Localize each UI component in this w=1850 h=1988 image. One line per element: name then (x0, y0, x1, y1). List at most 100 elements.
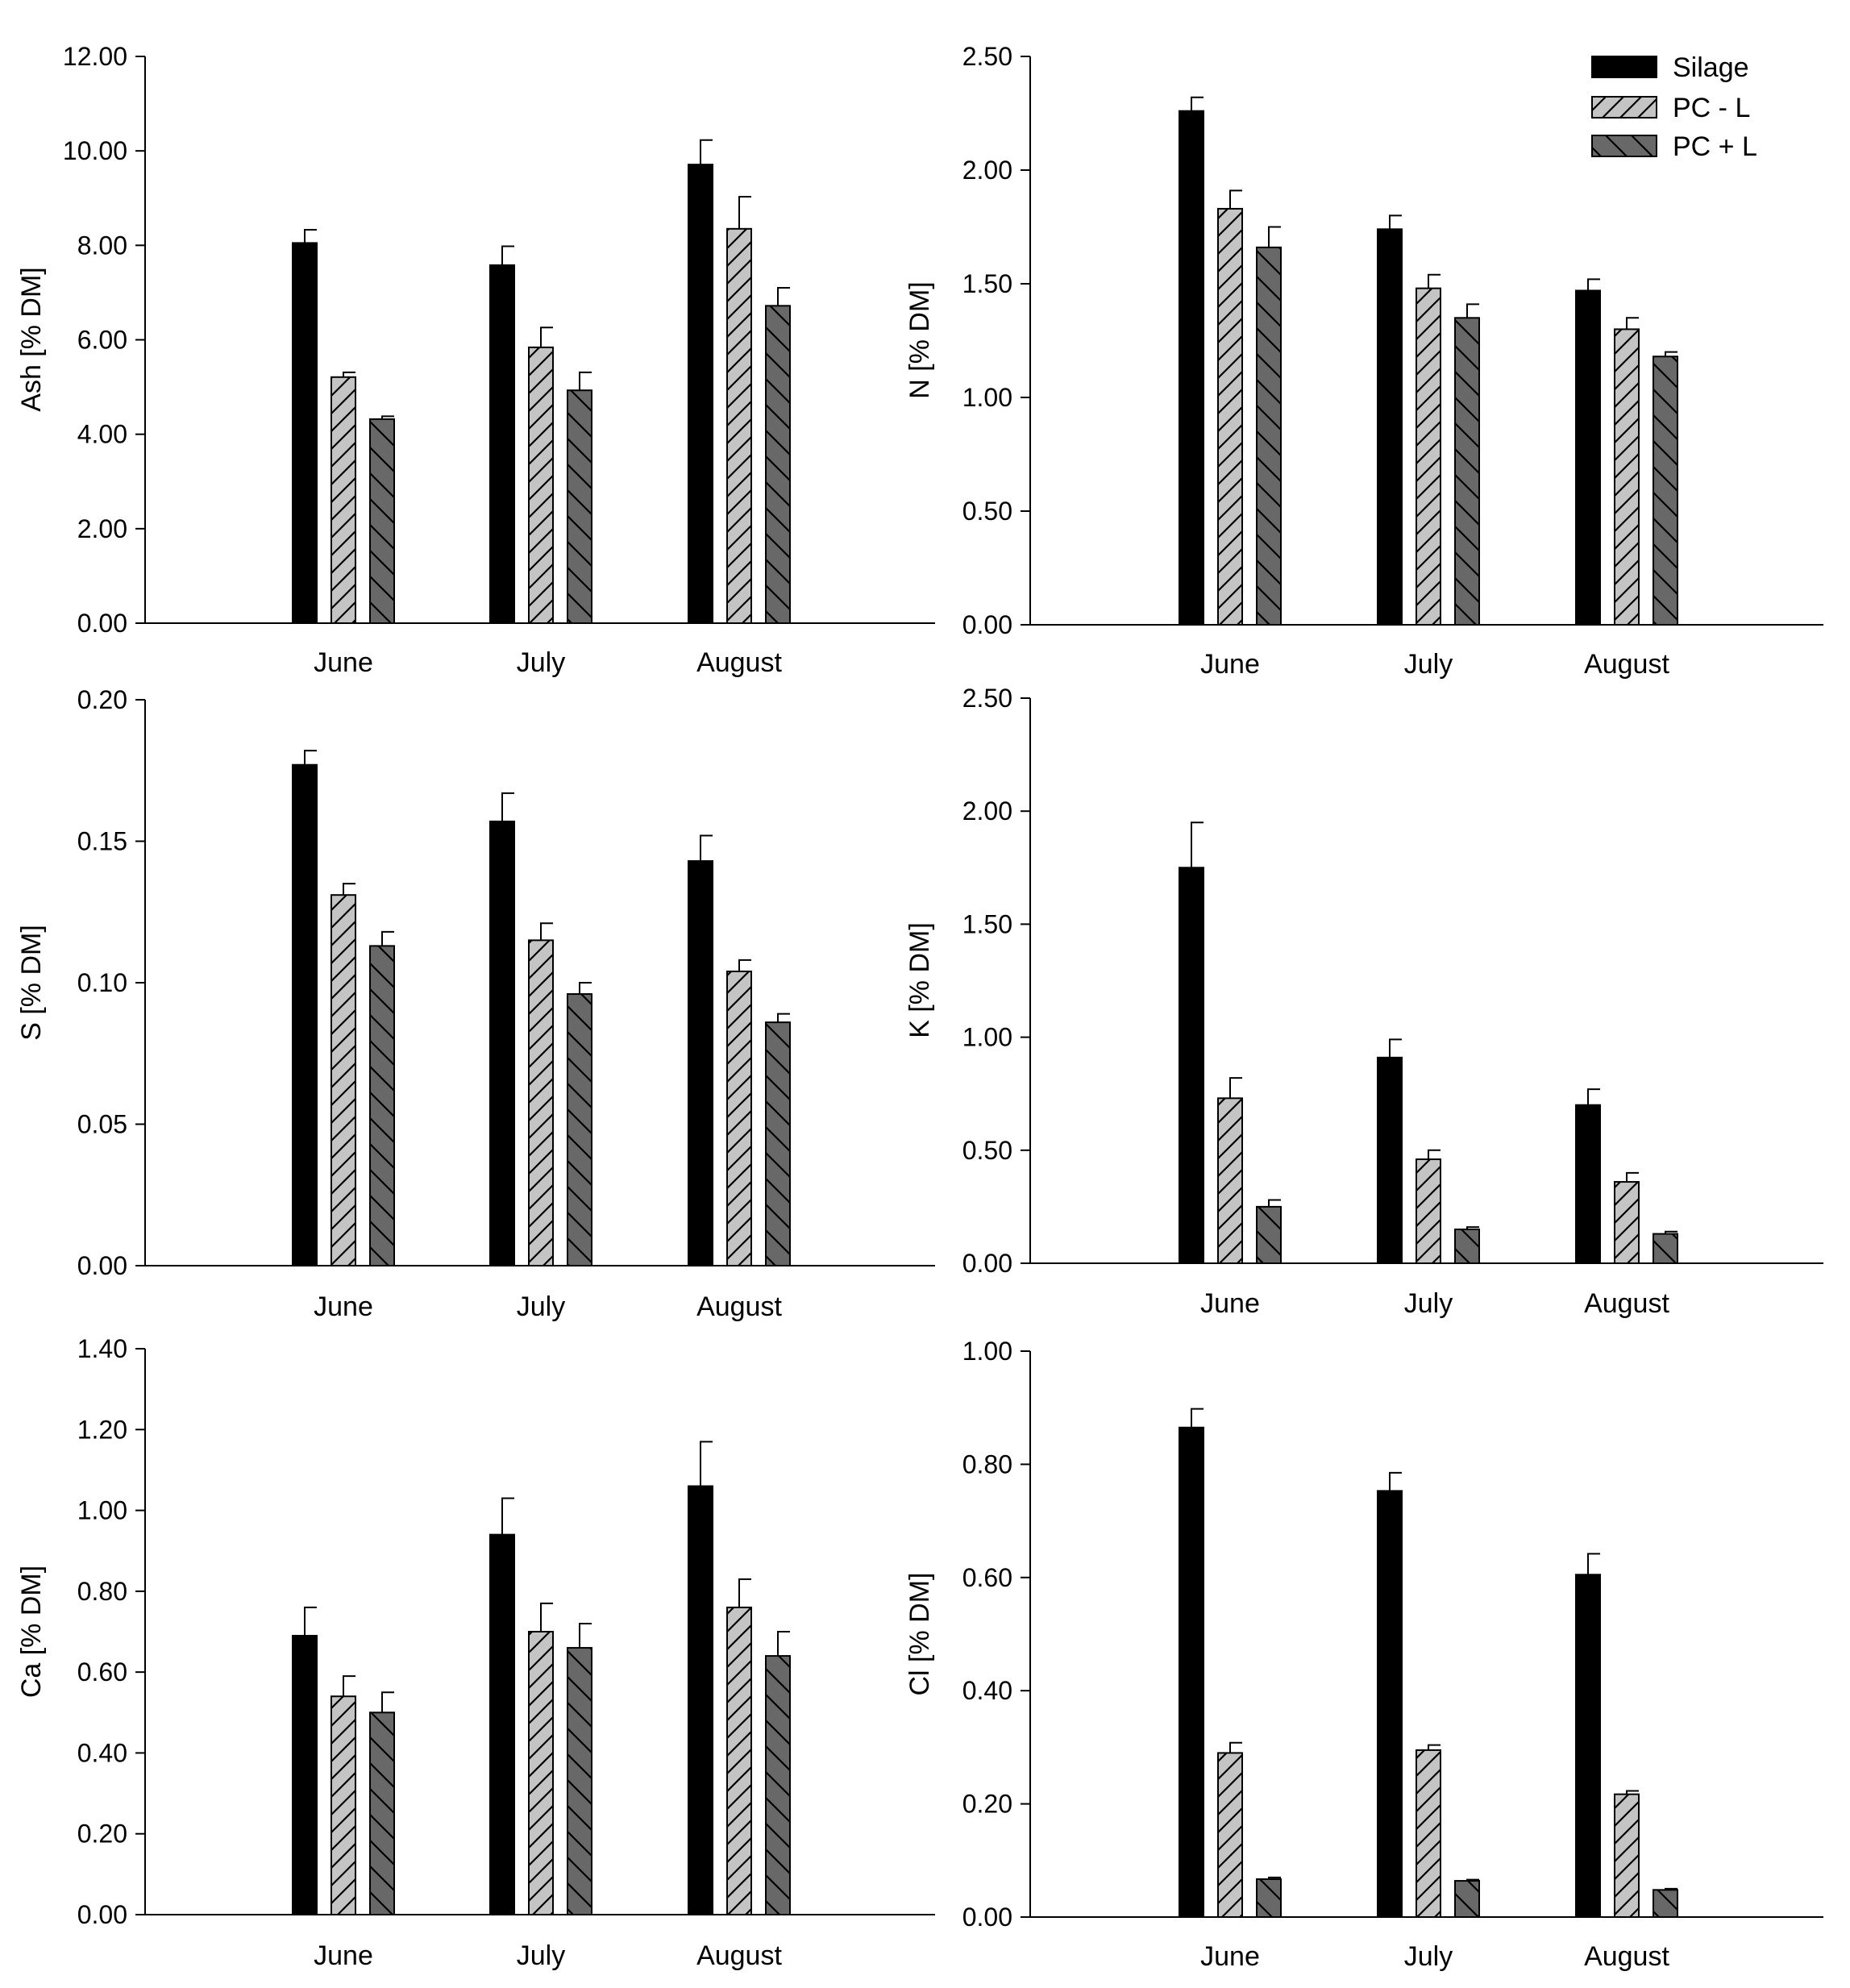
s-y-ticks: 0.00 0.05 0.10 0.15 0.20 (77, 685, 145, 1280)
bar-pc-plus-l-august (1653, 1889, 1678, 1918)
chart-panel-ash: 0.00 2.00 4.00 6.00 8.00 10.00 12.00 Ash [% DM… (16, 42, 935, 678)
error-bar-pc-minus-l-july (540, 922, 553, 941)
bar-pc-minus-l-july (1416, 287, 1441, 626)
k-category-label-july: July (1404, 1288, 1453, 1319)
n-category-label-july: July (1404, 649, 1453, 680)
bar-pc-minus-l-june (1217, 1752, 1243, 1918)
y-tick-label: 0.20 (77, 685, 127, 714)
legend-entry-silage: Silage (1591, 52, 1749, 83)
error-bar-pc-minus-l-july (1428, 1744, 1441, 1750)
bar-pc-plus-l-july (1454, 317, 1480, 626)
n-category-label-june: June (1200, 649, 1260, 680)
bar-pc-plus-l-june (1256, 1878, 1282, 1919)
ca-y-axis-title: Ca [% DM] (16, 1566, 47, 1698)
error-bar-silage-august (1587, 278, 1600, 291)
ca-category-label-july: July (517, 1940, 565, 1971)
bar-silage-august (1575, 1104, 1601, 1264)
bar-pc-plus-l-june (369, 418, 395, 624)
bar-pc-minus-l-august (726, 227, 752, 624)
ash-category-label-july: July (517, 647, 565, 678)
y-tick-label: 0.80 (77, 1577, 127, 1606)
bar-pc-plus-l-july (567, 1647, 592, 1915)
error-bar-silage-june (304, 229, 317, 243)
error-bar-pc-plus-l-june (381, 1691, 394, 1713)
bar-pc-plus-l-july (567, 993, 592, 1267)
s-bars (292, 750, 791, 1267)
y-tick-label: 0.00 (77, 1900, 127, 1929)
error-bar-pc-minus-l-august (1626, 1171, 1639, 1183)
bar-silage-june (292, 242, 318, 624)
cl-category-label-july: July (1404, 1941, 1453, 1972)
y-tick-label: 0.20 (962, 1790, 1012, 1819)
bar-pc-minus-l-june (331, 894, 356, 1266)
ash-y-axis-title: Ash [% DM] (16, 267, 47, 411)
y-tick-label: 0.00 (962, 1249, 1012, 1278)
error-bar-pc-minus-l-august (738, 1578, 751, 1607)
error-bar-silage-july (501, 792, 514, 821)
error-bar-silage-july (501, 245, 514, 265)
y-tick-label: 4.00 (77, 420, 127, 449)
cl-y-axis-title: Cl [% DM] (904, 1573, 935, 1696)
ash-category-label-august: August (696, 647, 782, 678)
error-bar-pc-minus-l-august (738, 959, 751, 971)
bar-pc-minus-l-august (1614, 328, 1640, 626)
bar-pc-minus-l-july (528, 346, 554, 624)
bar-silage-june (1179, 110, 1204, 626)
bar-pc-plus-l-june (369, 1711, 395, 1915)
legend-label-pc-minus-l: PC - L (1673, 93, 1750, 123)
bar-pc-plus-l-july (1454, 1228, 1480, 1264)
bar-pc-plus-l-august (1653, 356, 1678, 626)
y-tick-label: 0.00 (962, 610, 1012, 639)
legend: Silage PC - L PC + L (1591, 52, 1757, 162)
ca-y-ticks: 0.00 0.20 0.40 0.60 0.80 1.00 1.20 1.40 (77, 1334, 145, 1929)
s-y-axis-title: S [% DM] (16, 925, 47, 1041)
error-bar-pc-minus-l-june (343, 883, 355, 896)
bar-pc-minus-l-august (1614, 1181, 1640, 1265)
error-bar-pc-minus-l-august (1626, 317, 1639, 330)
chart-panel-s: 0.000.050.100.150.20 S [% DM] June July … (16, 685, 935, 1322)
y-tick-label: 0.00 (77, 609, 127, 638)
error-bar-pc-plus-l-august (777, 1631, 790, 1657)
cl-bars (1179, 1408, 1678, 1919)
bar-pc-plus-l-july (567, 389, 592, 624)
y-tick-label: 2.00 (77, 514, 127, 543)
n-category-label-august: August (1584, 649, 1669, 680)
error-bar-pc-minus-l-june (1229, 189, 1242, 209)
y-tick-label: 0.40 (77, 1738, 127, 1767)
error-bar-pc-plus-l-june (381, 930, 394, 946)
bar-silage-august (1575, 1574, 1601, 1919)
bar-silage-august (1575, 289, 1601, 626)
error-bar-pc-plus-l-july (579, 982, 592, 995)
cl-y-ticks: 0.00 0.20 0.40 0.60 0.80 1.00 (962, 1337, 1030, 1932)
y-tick-label: 2.00 (962, 796, 1012, 826)
bar-silage-july (489, 820, 515, 1266)
y-tick-label: 12.00 (63, 42, 127, 71)
bar-silage-july (1377, 1056, 1403, 1265)
bar-pc-plus-l-august (765, 1655, 791, 1915)
k-y-axis-title: K [% DM] (904, 922, 935, 1038)
error-bar-pc-minus-l-july (540, 1602, 553, 1632)
error-bar-pc-minus-l-july (1428, 273, 1441, 289)
y-tick-label: 0.20 (77, 1820, 127, 1849)
y-tick-label: 0.50 (962, 1136, 1012, 1165)
bar-pc-minus-l-july (528, 939, 554, 1266)
k-category-label-august: August (1584, 1288, 1669, 1319)
legend-entry-pc-plus-l: PC + L (1591, 131, 1757, 162)
bar-silage-june (1179, 867, 1204, 1265)
ash-y-ticks: 0.00 2.00 4.00 6.00 8.00 10.00 12.00 (63, 42, 145, 638)
error-bar-silage-june (1191, 821, 1204, 868)
bar-pc-plus-l-august (1653, 1233, 1678, 1264)
chart-panel-ca: 0.00 0.20 0.40 0.60 0.80 1.00 1.20 1.40 Ca [% D… (16, 1334, 935, 1971)
legend-swatch-pc-minus-l (1591, 96, 1657, 119)
bar-pc-minus-l-august (726, 970, 752, 1266)
bar-silage-july (489, 1533, 515, 1915)
bar-pc-minus-l-june (1217, 207, 1243, 626)
bar-pc-plus-l-june (1256, 1205, 1282, 1265)
bar-pc-plus-l-august (765, 305, 791, 624)
error-bar-silage-august (700, 1441, 713, 1487)
bar-pc-minus-l-june (331, 376, 356, 624)
bar-pc-plus-l-august (765, 1021, 791, 1266)
bar-silage-june (1179, 1426, 1204, 1918)
error-bar-pc-minus-l-june (1229, 1741, 1242, 1753)
